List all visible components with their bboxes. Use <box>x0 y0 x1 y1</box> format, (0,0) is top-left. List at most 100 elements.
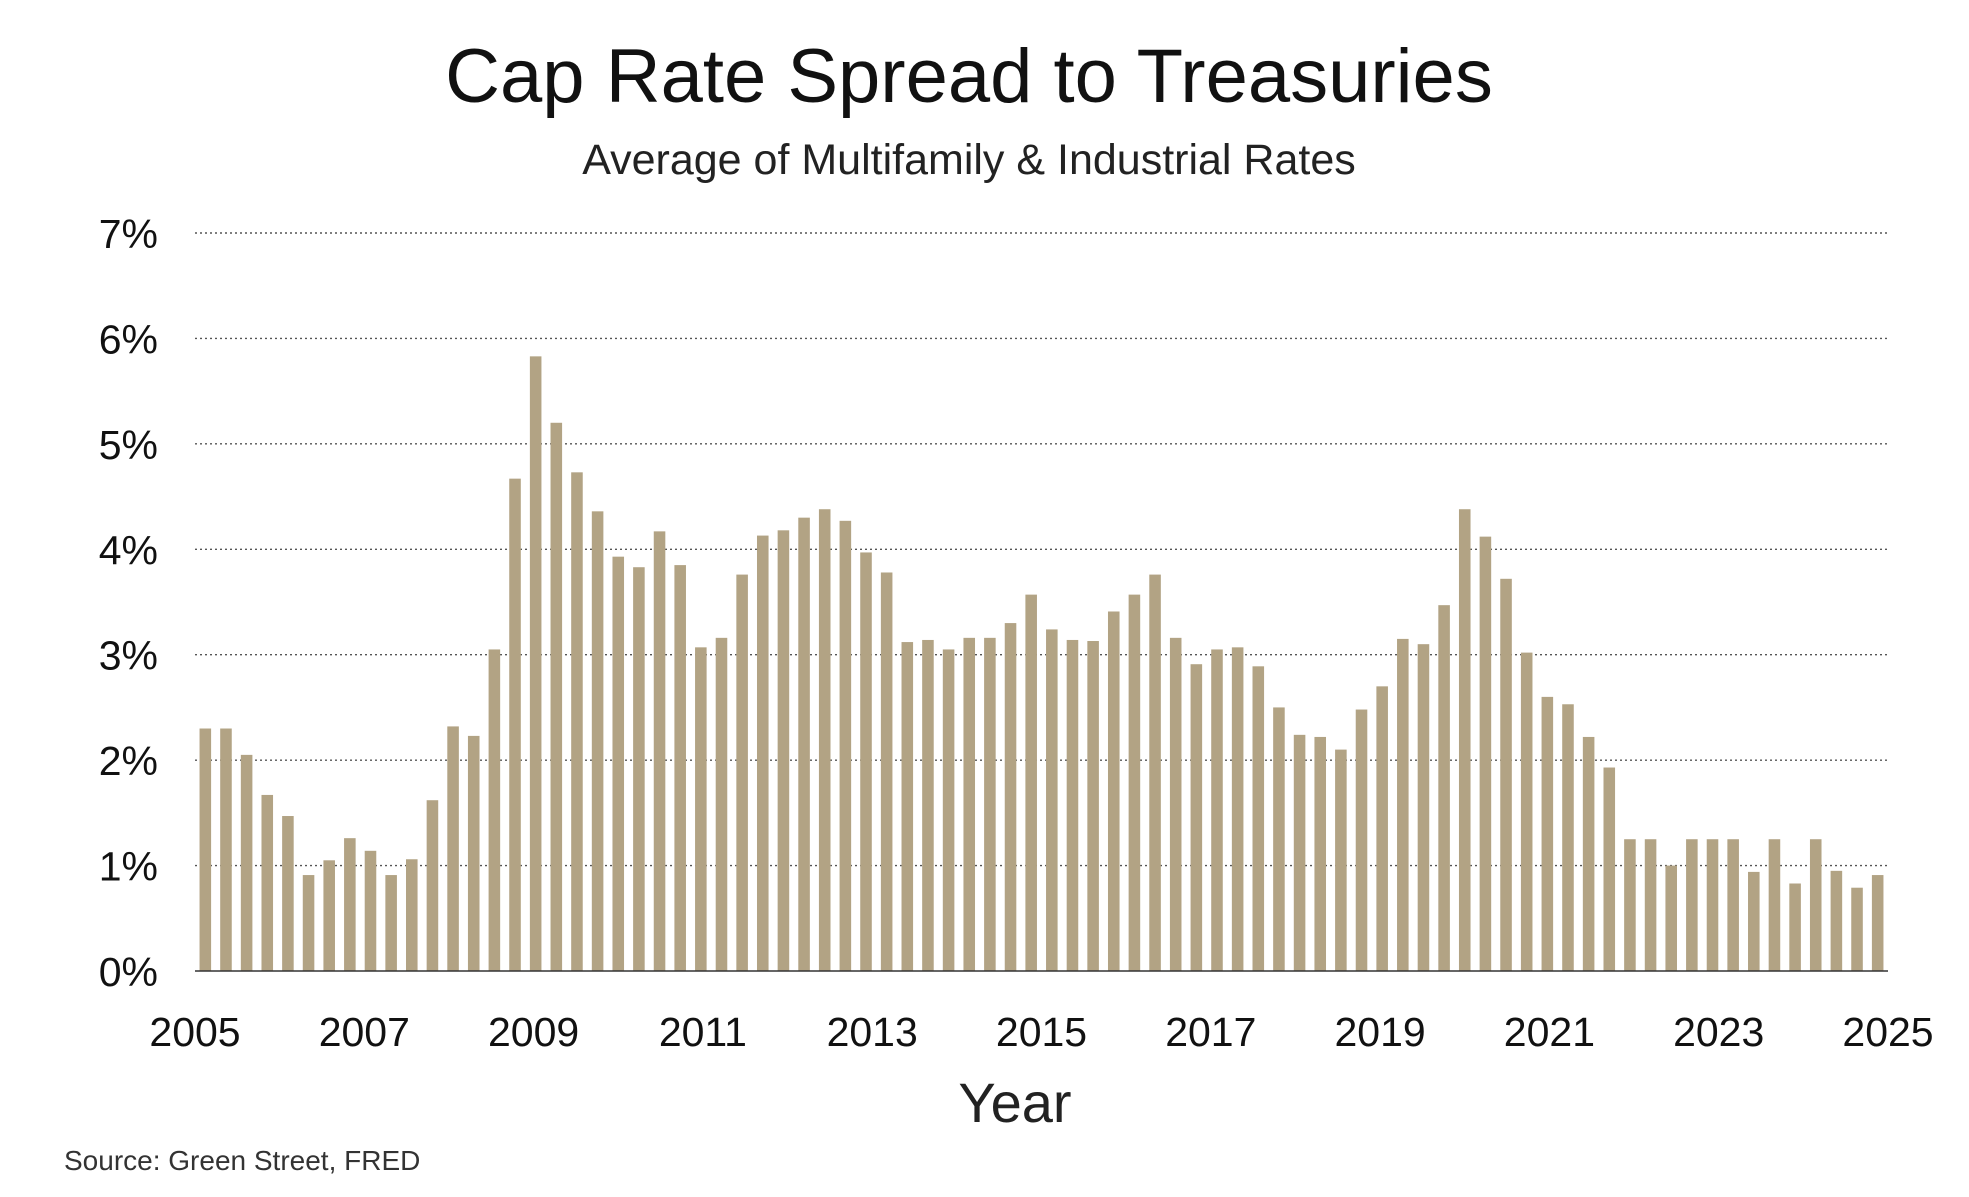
bar <box>1252 666 1265 971</box>
x-tick-label: 2021 <box>1504 1009 1595 1055</box>
bar <box>282 816 294 971</box>
bar <box>653 531 666 971</box>
bar <box>1190 664 1203 971</box>
bar <box>1066 639 1079 971</box>
bar <box>1665 865 1677 971</box>
bar <box>447 726 459 971</box>
bar <box>922 639 934 971</box>
bar <box>467 735 480 971</box>
x-tick-label: 2005 <box>149 1009 240 1055</box>
bar <box>736 574 748 971</box>
bar <box>571 472 583 971</box>
bar <box>240 754 253 971</box>
bar <box>1046 629 1058 971</box>
bar <box>509 478 521 971</box>
x-tick-labels: 2005 2007 2009 2011 2013 2015 2017 2019 2021 2023… <box>149 1009 1933 1055</box>
x-tick-label: 2023 <box>1673 1009 1764 1055</box>
y-tick-label: 3% <box>99 633 158 679</box>
bar <box>612 556 625 971</box>
x-tick-label: 2025 <box>1842 1009 1933 1055</box>
bar <box>426 800 439 971</box>
bar <box>1149 574 1161 971</box>
bar <box>756 535 769 971</box>
bar <box>1562 704 1574 971</box>
x-tick-label: 2013 <box>827 1009 918 1055</box>
bar <box>1830 870 1843 971</box>
bar <box>1438 605 1450 971</box>
bar <box>1087 641 1099 971</box>
bar <box>839 520 852 971</box>
bar <box>1314 736 1327 971</box>
bar <box>942 649 955 971</box>
bar <box>818 509 831 971</box>
bar <box>1335 749 1347 971</box>
source-note: Source: Green Street, FRED <box>64 1145 420 1176</box>
y-tick-labels: 0% 1% 2% 3% 4% 5% 6% 7% <box>99 211 158 995</box>
bar <box>1748 871 1760 971</box>
y-tick-label: 4% <box>99 527 158 573</box>
bar <box>1789 883 1801 971</box>
y-tick-label: 5% <box>99 422 158 468</box>
y-tick-label: 6% <box>99 316 158 362</box>
bar <box>1397 638 1409 971</box>
bar <box>550 422 563 971</box>
bar <box>220 728 232 971</box>
y-tick-label: 0% <box>99 949 158 995</box>
bar <box>385 875 397 971</box>
bar <box>1624 839 1636 971</box>
bar <box>860 552 872 971</box>
bar <box>1479 536 1492 971</box>
bar <box>1520 652 1533 971</box>
y-tick-label: 7% <box>99 211 158 257</box>
chart-subtitle: Average of Multifamily & Industrial Rate… <box>582 136 1356 184</box>
x-tick-label: 2019 <box>1334 1009 1425 1055</box>
bar <box>1706 839 1719 971</box>
bar <box>984 637 996 971</box>
bar <box>406 859 418 971</box>
bar <box>364 850 377 971</box>
bar <box>199 728 212 971</box>
bar <box>715 637 728 971</box>
bar <box>529 356 542 971</box>
y-tick-label: 2% <box>99 738 158 784</box>
bar <box>1211 649 1223 971</box>
chart-title: Cap Rate Spread to Treasuries <box>445 34 1493 119</box>
bar <box>901 642 914 971</box>
bar <box>963 637 976 971</box>
bar <box>1809 839 1822 971</box>
bars <box>199 356 1884 971</box>
bar <box>1686 839 1698 971</box>
bar <box>695 647 707 971</box>
bar <box>1417 644 1430 971</box>
bar <box>302 875 315 971</box>
bar <box>1293 734 1306 971</box>
bar <box>488 649 501 971</box>
x-tick-label: 2015 <box>996 1009 1087 1055</box>
bar <box>674 565 686 971</box>
y-tick-label: 1% <box>99 844 158 890</box>
bar <box>1603 767 1616 971</box>
bar <box>1355 709 1368 971</box>
bar <box>1107 611 1120 971</box>
bar <box>323 860 335 971</box>
x-tick-label: 2009 <box>488 1009 579 1055</box>
bar <box>1025 594 1037 971</box>
bar <box>777 530 790 971</box>
x-axis-label: Year <box>958 1071 1071 1134</box>
bar <box>1128 594 1141 971</box>
x-tick-label: 2011 <box>659 1009 747 1055</box>
bar <box>1376 686 1388 971</box>
bar <box>1582 736 1595 971</box>
bar <box>1273 707 1285 971</box>
bar <box>1169 637 1182 971</box>
bar <box>633 567 645 971</box>
x-tick-label: 2017 <box>1165 1009 1256 1055</box>
bar <box>1768 839 1781 971</box>
bar <box>1500 578 1512 971</box>
bar <box>880 572 893 971</box>
bar <box>1851 887 1863 971</box>
bar <box>1004 623 1017 971</box>
bar <box>344 838 356 971</box>
bar <box>1231 647 1244 971</box>
